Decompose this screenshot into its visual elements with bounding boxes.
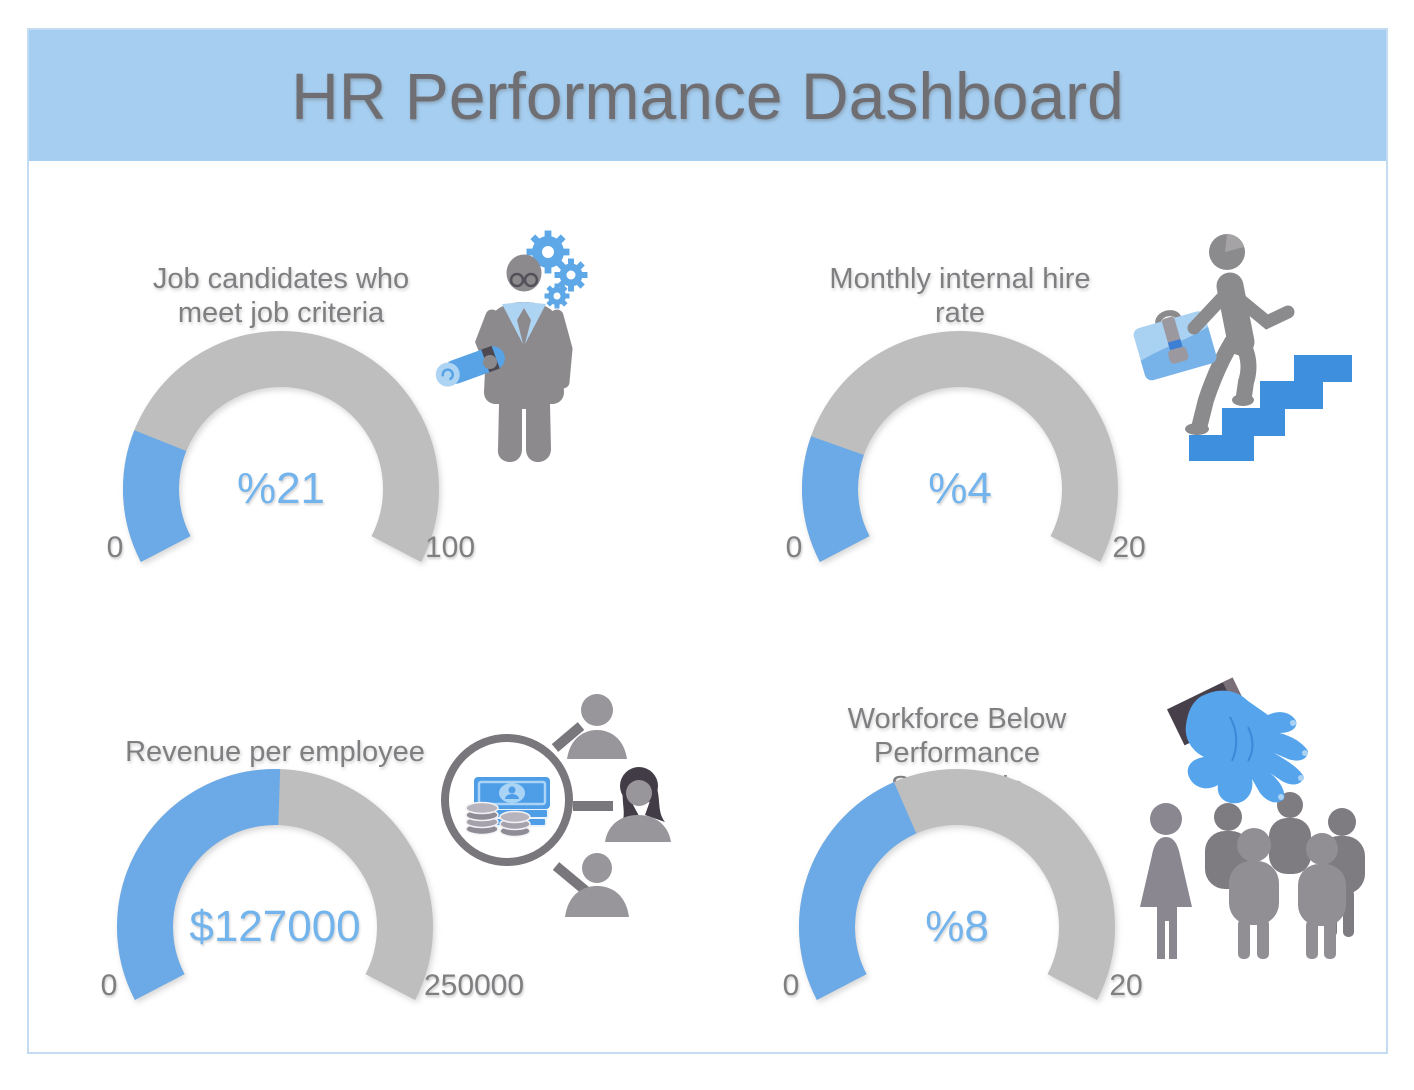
employee-busts xyxy=(565,694,671,917)
page-title: HR Performance Dashboard xyxy=(291,58,1124,133)
crowd xyxy=(1140,792,1365,959)
dashboard-header: HR Performance Dashboard xyxy=(29,30,1386,161)
gauge-title: Monthly internal hire rate xyxy=(829,263,1091,329)
career-ladder-icon xyxy=(1133,234,1352,461)
coins-icon xyxy=(465,801,531,838)
gauge-chart xyxy=(117,769,433,1000)
gauge-panel-internal-hire-rate: Monthly internal hire rate %4 0 20 xyxy=(780,234,1380,634)
stairs-icon xyxy=(1189,355,1352,461)
gears-icon xyxy=(526,230,588,309)
female-silhouette xyxy=(1140,803,1192,959)
gauge-chart xyxy=(799,769,1115,1000)
gauge-min-label: 0 xyxy=(785,531,803,564)
connector-lines xyxy=(551,722,613,895)
gauge-fill xyxy=(799,782,918,1000)
gauge-min-label: 0 xyxy=(106,531,124,564)
gauge-max-label: 100 xyxy=(424,531,476,564)
glasses-icon xyxy=(509,272,539,288)
gauge-min-label: 0 xyxy=(782,969,800,1002)
gauge-title: Job candidates who meet job criteria xyxy=(152,263,410,329)
gauge-fill xyxy=(117,769,281,1000)
gauge-track xyxy=(802,331,1118,562)
gauge-chart xyxy=(802,331,1118,562)
climbing-person xyxy=(1133,234,1295,435)
dashboard-page: HR Performance Dashboard Job candidates … xyxy=(27,28,1388,1054)
gauge-max-label: 20 xyxy=(1112,531,1146,564)
gauge-track xyxy=(123,331,439,562)
gauge-min-label: 0 xyxy=(100,969,118,1002)
grabbing-hand xyxy=(1167,677,1308,804)
gauge-value: %8 xyxy=(925,902,989,951)
gauge-panel-workforce-below-standards: Workforce Below Performance Standards %8… xyxy=(777,672,1377,1072)
money-magnifier-icon xyxy=(441,694,671,917)
gauge-panel-job-candidates: Job candidates who meet job criteria %21… xyxy=(101,230,701,634)
gauge-max-label: 250000 xyxy=(423,969,525,1002)
gauge-value: %4 xyxy=(928,464,992,513)
gauge-title: Revenue per employee xyxy=(125,736,425,768)
gauge-value: $127000 xyxy=(189,902,361,951)
hr-specialist-icon xyxy=(435,230,588,462)
person-figure xyxy=(475,254,573,462)
gauge-chart xyxy=(123,331,439,562)
gauge-panel-revenue-per-employee: Revenue per employee $127000 0 250000 xyxy=(95,672,695,1072)
gauge-fill xyxy=(802,436,870,562)
gauge-max-label: 20 xyxy=(1109,969,1143,1002)
tie xyxy=(517,308,531,348)
headhunter-hand-icon xyxy=(1140,677,1365,959)
gauge-fill xyxy=(123,430,191,562)
gauge-value: %21 xyxy=(236,464,326,513)
